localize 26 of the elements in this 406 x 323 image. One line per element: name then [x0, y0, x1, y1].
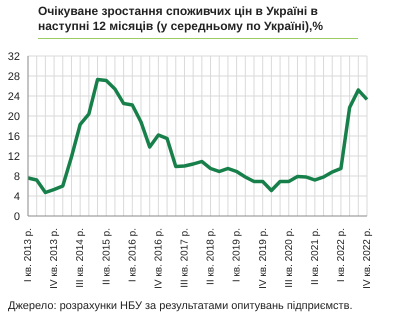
x-tick-label: I кв. 2013 р. [23, 228, 34, 282]
y-tick-label: 0 [14, 210, 20, 223]
x-tick-label: IV кв. 2019 р. [258, 228, 269, 289]
line-series [26, 78, 369, 194]
y-tick-label: 24 [8, 90, 20, 103]
x-tick-label: II кв. 2018 р. [206, 228, 217, 285]
y-tick-label: 12 [8, 150, 20, 163]
x-tick-label: I кв. 2016 р. [127, 228, 138, 282]
x-tick-label: IV кв. 2022 р. [362, 228, 374, 289]
x-tick-label: I кв. 2022 р. [336, 228, 348, 282]
x-tick-label: II кв. 2021 р. [310, 228, 321, 285]
x-tick-label: IV кв. 2013 р. [49, 228, 60, 289]
y-tick-label: 32 [8, 50, 20, 63]
y-tick-label: 8 [14, 170, 20, 183]
x-tick-label: II кв. 2015 р. [101, 228, 112, 285]
y-tick-label: 4 [14, 190, 20, 203]
y-tick-label: 20 [8, 110, 20, 123]
x-tick-label: I кв. 2019 р. [232, 228, 243, 282]
text: Джерело: розрахунки НБУ за результатами опитувань підприємств. [8, 300, 352, 312]
x-tick-label: III кв. 2014 р. [75, 228, 86, 288]
y-tick-label: 16 [8, 130, 20, 143]
y-tick-label: 28 [8, 70, 20, 83]
x-tick-label: III кв. 2020 р. [284, 228, 295, 288]
x-tick-label: IV кв. 2016 р. [153, 228, 164, 289]
x-tick-label: III кв. 2017 р. [180, 228, 191, 288]
chart-title: Очікуване зростання споживчих цін в Україні в наступні 12 місяців (у середньому по Україні),% [38, 4, 358, 39]
